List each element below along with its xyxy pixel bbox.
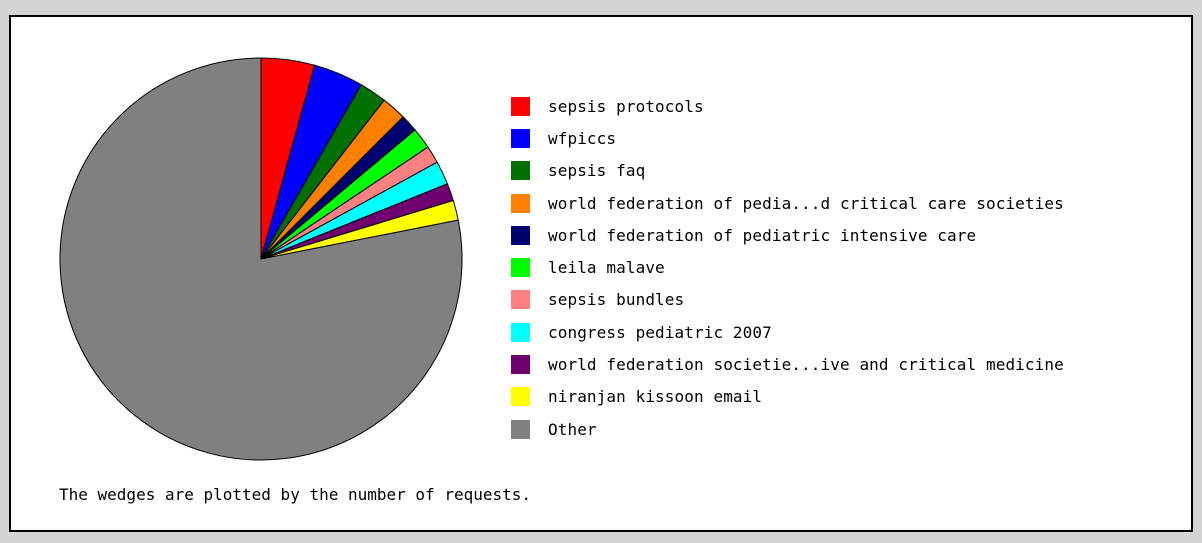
legend-swatch-5: [511, 258, 530, 278]
pie-slice-10: [59, 57, 463, 461]
legend-swatch-7: [511, 322, 530, 342]
legend-item-6: sepsis bundles: [511, 284, 1064, 316]
legend-swatch-8: [511, 355, 530, 375]
legend-label-8: world federation societie...ive and crit…: [548, 355, 1064, 375]
legend-label-10: Other: [548, 419, 597, 439]
legend-item-9: niranjan kissoon email: [511, 381, 1064, 413]
legend-label-5: leila malave: [548, 258, 665, 278]
legend-label-6: sepsis bundles: [548, 290, 685, 310]
legend-item-4: world federation of pediatric intensive …: [511, 219, 1064, 251]
legend-item-3: world federation of pedia...d critical c…: [511, 187, 1064, 219]
legend-swatch-9: [511, 387, 530, 407]
legend-label-0: sepsis protocols: [548, 96, 704, 116]
legend-label-2: sepsis faq: [548, 161, 646, 181]
legend-label-1: wfpiccs: [548, 128, 617, 148]
legend-swatch-0: [511, 96, 530, 116]
legend-swatch-3: [511, 193, 530, 213]
legend-item-0: sepsis protocols: [511, 90, 1064, 122]
legend-item-10: Other: [511, 413, 1064, 445]
legend-item-1: wfpiccs: [511, 122, 1064, 154]
legend-item-2: sepsis faq: [511, 155, 1064, 187]
legend-item-7: congress pediatric 2007: [511, 316, 1064, 348]
legend-swatch-4: [511, 225, 530, 245]
pie-chart: [59, 57, 463, 461]
legend-label-4: world federation of pediatric intensive …: [548, 225, 977, 245]
chart-footnote: The wedges are plotted by the number of …: [59, 485, 532, 504]
legend-item-8: world federation societie...ive and crit…: [511, 348, 1064, 380]
legend-swatch-10: [511, 419, 530, 439]
chart-legend: sepsis protocols wfpiccs sepsis faq world f…: [511, 90, 1064, 445]
legend-swatch-2: [511, 161, 530, 181]
legend-label-7: congress pediatric 2007: [548, 322, 772, 342]
legend-swatch-1: [511, 128, 530, 148]
legend-label-9: niranjan kissoon email: [548, 387, 763, 407]
legend-label-3: world federation of pedia...d critical c…: [548, 193, 1064, 213]
chart-frame: sepsis protocols wfpiccs sepsis faq world f…: [9, 15, 1193, 532]
legend-swatch-6: [511, 290, 530, 310]
legend-item-5: leila malave: [511, 251, 1064, 283]
pie-wedges: [59, 57, 463, 461]
